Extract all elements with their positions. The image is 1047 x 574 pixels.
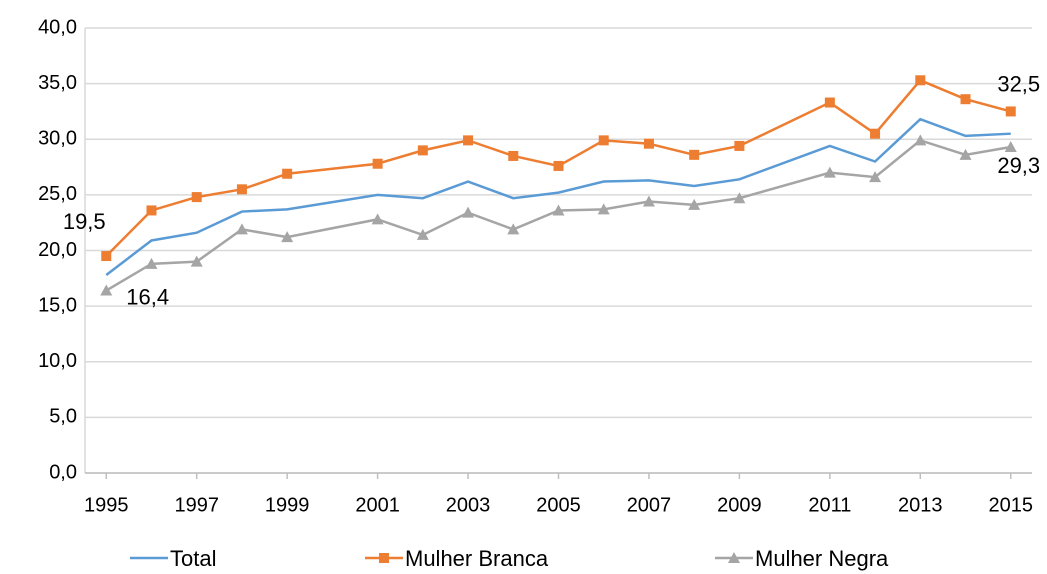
- data-label: 29,3: [997, 153, 1040, 178]
- marker: [1004, 141, 1017, 153]
- marker: [191, 192, 202, 203]
- marker: [734, 140, 745, 151]
- y-tick-label: 30,0: [38, 128, 77, 150]
- marker: [915, 75, 926, 86]
- marker: [869, 171, 882, 183]
- legend-label: Mulher Branca: [405, 546, 549, 571]
- x-tick-label: 2011: [808, 494, 851, 516]
- marker: [959, 148, 972, 160]
- marker: [236, 184, 247, 195]
- marker: [146, 205, 157, 216]
- marker: [372, 158, 383, 169]
- marker: [914, 134, 927, 146]
- x-tick-label: 1995: [84, 494, 129, 516]
- x-tick-label: 1999: [265, 494, 310, 516]
- marker: [870, 128, 881, 139]
- marker: [282, 168, 293, 179]
- x-tick-label: 2001: [355, 494, 400, 516]
- x-tick-label: 2003: [446, 494, 491, 516]
- marker: [463, 135, 474, 146]
- marker: [281, 231, 294, 243]
- x-tick-label: 2007: [627, 494, 672, 516]
- marker: [462, 206, 475, 218]
- marker: [597, 203, 610, 215]
- y-tick-label: 0,0: [49, 461, 77, 483]
- marker: [417, 145, 428, 156]
- x-tick-label: 2015: [988, 494, 1033, 516]
- marker: [824, 97, 835, 108]
- marker: [643, 138, 654, 149]
- y-tick-label: 40,0: [38, 16, 77, 38]
- marker: [688, 198, 701, 210]
- x-tick-label: 1997: [174, 494, 219, 516]
- marker: [145, 257, 158, 269]
- marker: [552, 204, 565, 216]
- marker: [960, 94, 971, 105]
- data-label: 16,4: [126, 284, 169, 309]
- x-tick-label: 2009: [717, 494, 762, 516]
- legend-label: Mulher Negra: [755, 546, 889, 571]
- legend-label: Total: [170, 546, 216, 571]
- marker: [823, 166, 836, 178]
- x-tick-label: 2013: [898, 494, 943, 516]
- marker: [100, 284, 113, 296]
- marker: [371, 213, 384, 225]
- marker: [416, 228, 429, 240]
- legend-marker: [728, 552, 740, 563]
- marker: [1005, 106, 1016, 117]
- data-label: 32,5: [997, 71, 1040, 96]
- y-tick-label: 10,0: [38, 350, 77, 372]
- y-tick-label: 5,0: [49, 406, 77, 428]
- marker: [190, 255, 203, 267]
- y-tick-label: 25,0: [38, 183, 77, 205]
- marker: [733, 192, 746, 204]
- series-line: [105, 117, 1011, 276]
- marker: [101, 251, 112, 262]
- y-tick-label: 15,0: [38, 294, 77, 316]
- data-label: 19,5: [63, 209, 106, 234]
- legend-marker: [379, 553, 389, 563]
- marker: [553, 160, 564, 171]
- marker: [507, 223, 520, 235]
- marker: [508, 150, 519, 161]
- marker: [642, 195, 655, 207]
- x-tick-label: 2005: [536, 494, 581, 516]
- y-tick-label: 35,0: [38, 72, 77, 94]
- marker: [689, 149, 700, 160]
- marker: [235, 223, 248, 235]
- y-tick-label: 20,0: [38, 239, 77, 261]
- marker: [598, 135, 609, 146]
